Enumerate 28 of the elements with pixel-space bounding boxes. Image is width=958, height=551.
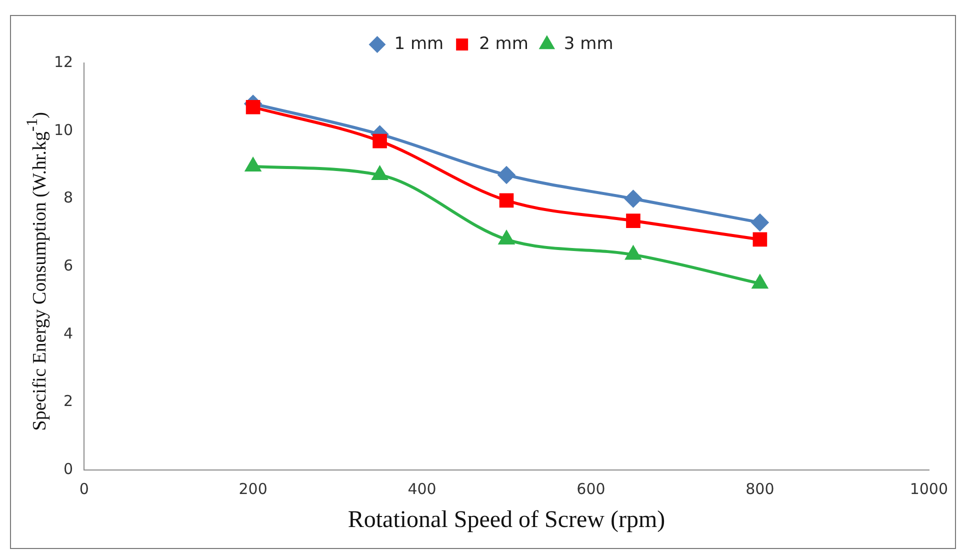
x-tick-label: 1000 <box>910 480 948 498</box>
point <box>751 214 768 231</box>
x-tick-label: 200 <box>238 480 268 498</box>
y-tick-label: 2 <box>64 392 74 410</box>
x-tick-label: 600 <box>576 480 606 498</box>
point <box>498 230 514 244</box>
point <box>626 246 641 260</box>
x-tick-label: 800 <box>746 480 774 498</box>
point <box>752 232 768 247</box>
legend-label: 1 mm <box>394 34 444 54</box>
point <box>626 214 640 228</box>
x-tick-label: 0 <box>79 480 89 498</box>
x-axis-title: Rotational Speed of Screw (rpm) <box>348 506 666 533</box>
y-tick-label: 12 <box>54 52 74 71</box>
point <box>752 275 768 289</box>
point <box>246 100 260 114</box>
x-tick-label: 400 <box>408 480 436 498</box>
legend-label: 3 mm <box>564 34 614 54</box>
y-tick-label: 6 <box>64 256 74 274</box>
y-tick-label: 4 <box>64 324 74 342</box>
y-tick-label: 10 <box>54 120 74 139</box>
point <box>498 166 515 184</box>
point <box>499 193 514 208</box>
y-tick-label: 8 <box>64 188 74 207</box>
legend-label: 2 mm <box>479 34 528 54</box>
y-tick-label: 0 <box>64 460 74 478</box>
point <box>624 190 642 208</box>
point <box>372 134 387 148</box>
